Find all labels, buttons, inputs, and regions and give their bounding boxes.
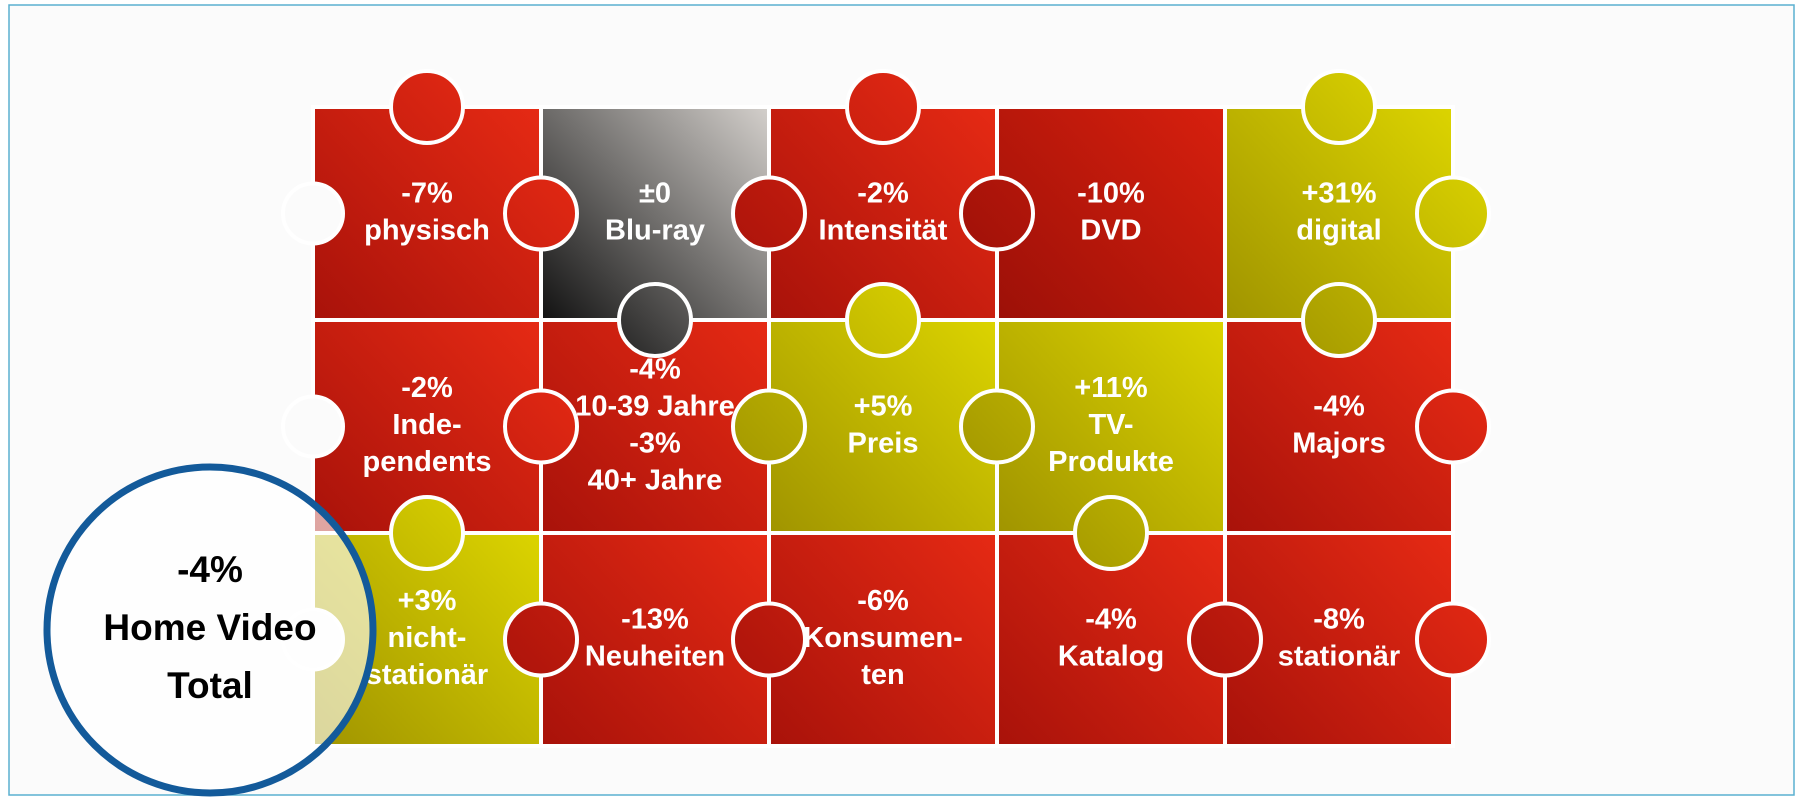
piece-tab: [961, 178, 1033, 250]
piece-label: -6%: [857, 585, 909, 617]
piece-label: Katalog: [1058, 641, 1164, 673]
piece-label: physisch: [364, 215, 490, 247]
piece-tab: [961, 391, 1033, 463]
piece-label: -4%: [1313, 391, 1365, 423]
piece-tab: [619, 284, 691, 356]
piece-tab: [733, 391, 805, 463]
piece-tab: [1303, 284, 1375, 356]
piece-label: digital: [1296, 215, 1381, 247]
total-label: -4%: [177, 549, 243, 590]
piece-tab: [505, 604, 577, 676]
piece-label: Neuheiten: [585, 641, 725, 673]
diagram: -7% physisch ±0 Blu-ray -2% Intensität -10% DVD…: [0, 0, 1803, 800]
piece-label: Intensität: [819, 215, 948, 247]
piece-label: TV-: [1088, 409, 1133, 441]
piece-tab: [847, 71, 919, 143]
hole: [283, 397, 343, 457]
page: -7% physisch ±0 Blu-ray -2% Intensität -10% DVD…: [0, 0, 1803, 800]
piece-label: +31%: [1302, 178, 1377, 210]
piece-label: ten: [861, 659, 905, 691]
piece-tab: [391, 71, 463, 143]
piece-label: 40+ Jahre: [588, 465, 723, 497]
piece-label: -10%: [1077, 178, 1145, 210]
piece-tab: [733, 604, 805, 676]
piece-tab: [391, 497, 463, 569]
piece-tab: [1075, 497, 1147, 569]
piece-label: stationär: [1278, 641, 1400, 673]
piece-label: stationär: [366, 659, 488, 691]
piece-label: 10-39 Jahre: [575, 391, 735, 423]
piece-tab: [505, 178, 577, 250]
total-label: Total: [167, 665, 253, 706]
piece-tab: [1303, 71, 1375, 143]
piece-label: +5%: [854, 391, 913, 423]
piece-tab: [847, 284, 919, 356]
total-label: Home Video: [103, 607, 316, 648]
piece-label: -7%: [401, 178, 453, 210]
piece-label: pendents: [363, 446, 492, 478]
piece-tab: [1189, 604, 1261, 676]
piece-label: nicht-: [388, 622, 467, 654]
total-badge: -4% Home Video Total: [47, 467, 373, 793]
piece-label: +11%: [1074, 372, 1148, 404]
hole: [283, 184, 343, 244]
piece-tab: [1417, 178, 1489, 250]
piece-label: -8%: [1313, 604, 1365, 636]
piece-label: +3%: [398, 585, 457, 617]
puzzle-board: -7% physisch ±0 Blu-ray -2% Intensität -10% DVD…: [283, 71, 1489, 746]
piece-label: ±0: [639, 178, 671, 210]
piece-label: Majors: [1292, 428, 1385, 460]
piece-label: Blu-ray: [605, 215, 705, 247]
piece-label: -3%: [629, 428, 681, 460]
piece-label: Konsumen-: [803, 622, 963, 654]
piece-label: Inde-: [392, 409, 461, 441]
piece-tab: [1417, 604, 1489, 676]
piece-label: DVD: [1080, 215, 1141, 247]
piece-label: -13%: [621, 604, 689, 636]
piece-label: -2%: [857, 178, 909, 210]
piece-tab: [733, 178, 805, 250]
piece-label: Produkte: [1048, 446, 1174, 478]
piece-label: -2%: [401, 372, 453, 404]
piece-tab: [1417, 391, 1489, 463]
piece-label: -4%: [629, 354, 681, 386]
piece-label: -4%: [1085, 604, 1137, 636]
piece-tab: [505, 391, 577, 463]
piece-label: Preis: [848, 428, 919, 460]
